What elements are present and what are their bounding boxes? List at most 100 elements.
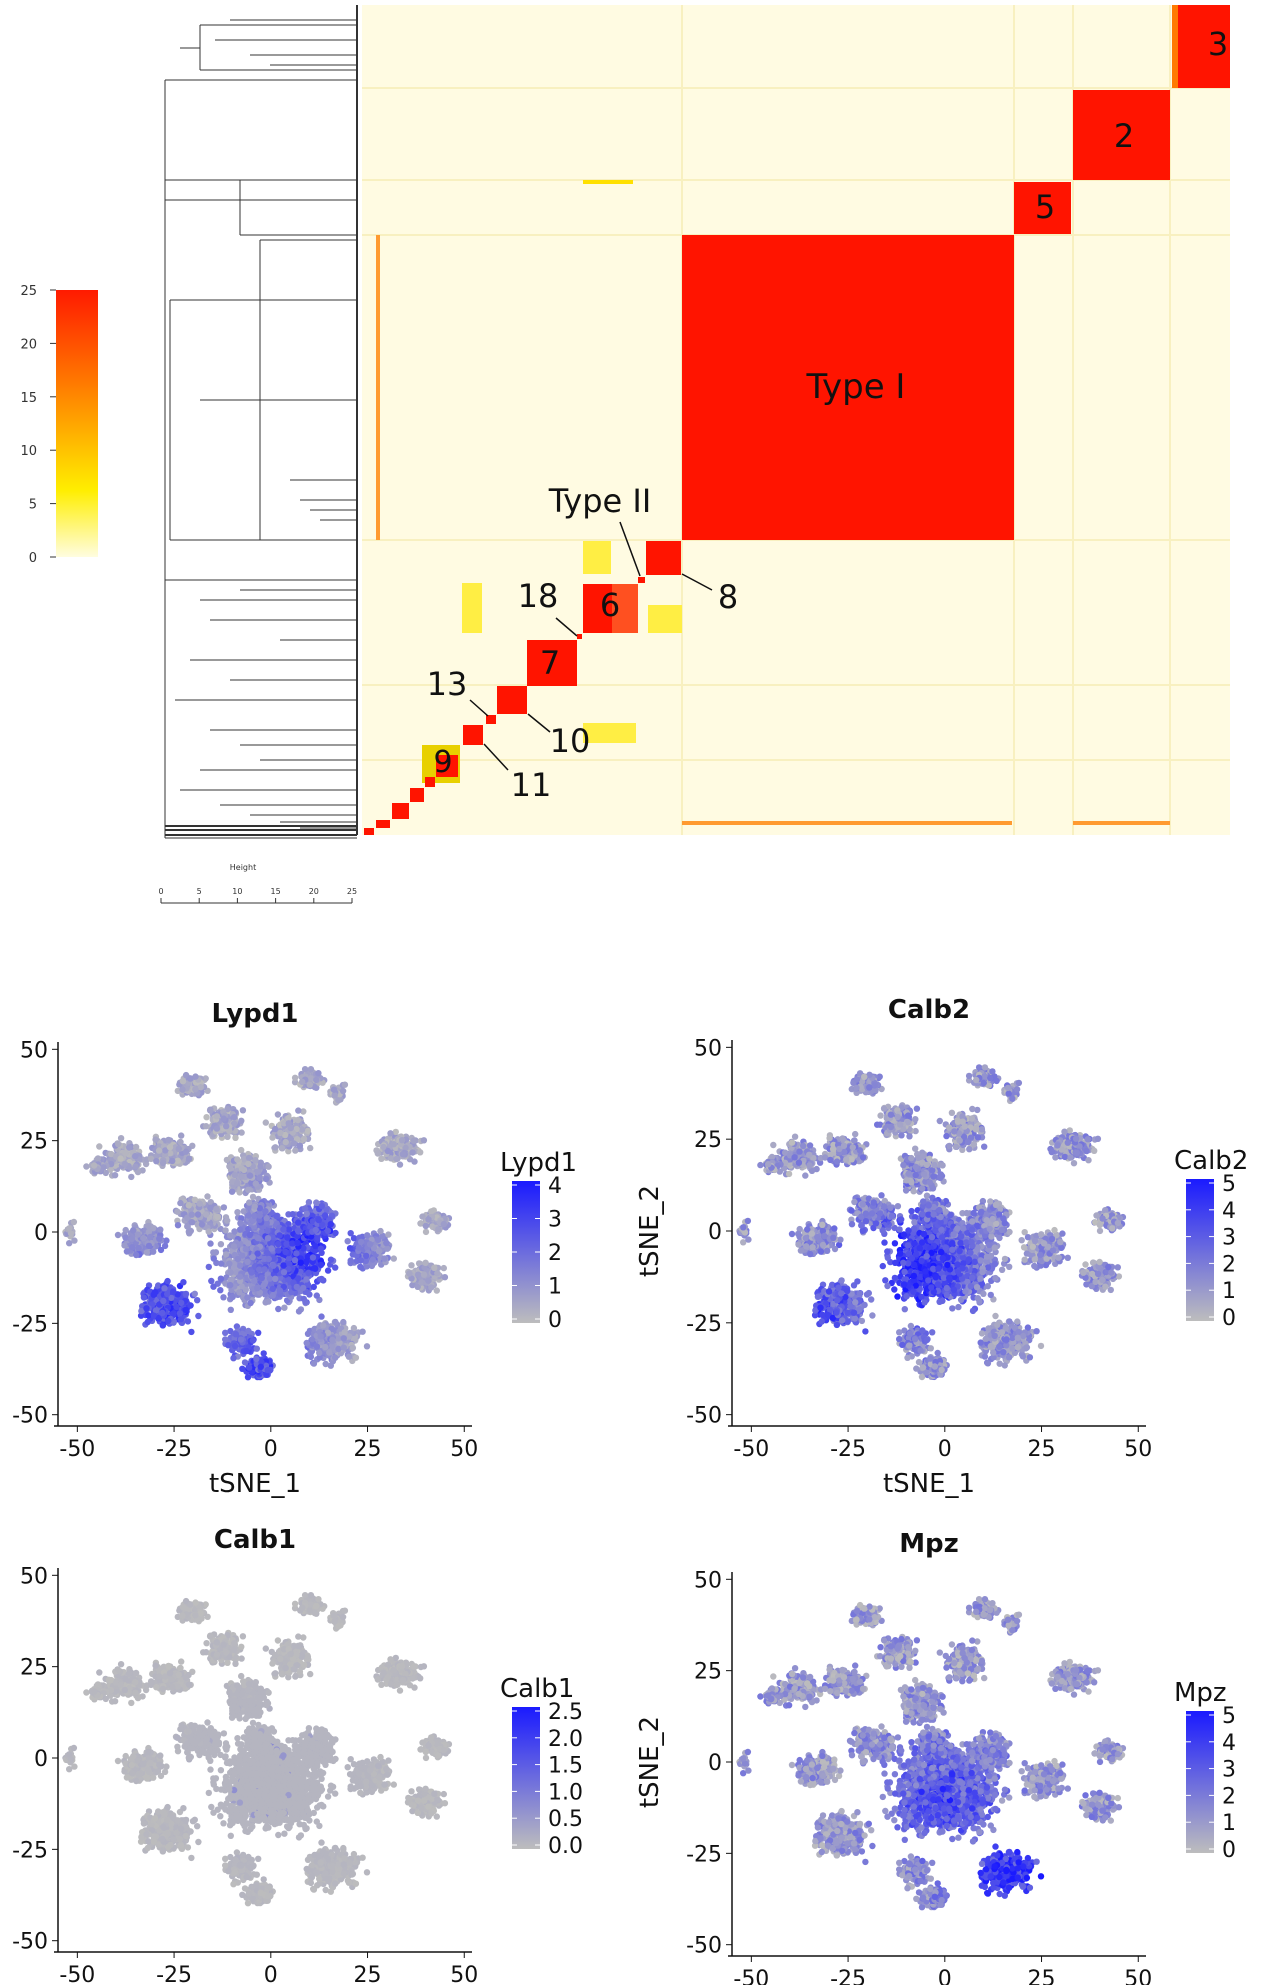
scatter-point	[188, 1329, 194, 1335]
colorbar-tick-label: 15	[20, 391, 37, 406]
scatter-point	[211, 1255, 217, 1261]
scatter-point	[305, 1128, 311, 1134]
scatter-point	[275, 1241, 281, 1247]
scatter-point	[441, 1221, 447, 1227]
scatter-point	[263, 1176, 269, 1182]
scatter-point	[313, 1077, 319, 1083]
scatter-point	[129, 1244, 135, 1250]
scatter-point	[232, 1135, 238, 1141]
scatter-point	[269, 1134, 275, 1140]
scatter-point	[311, 1265, 317, 1271]
scatter-point	[247, 1300, 253, 1306]
scatter-point	[391, 1141, 397, 1147]
scatter-point	[239, 1252, 245, 1258]
height-axis-label: Height	[230, 863, 256, 872]
scatter-point	[345, 1238, 351, 1244]
scatter-point	[263, 1119, 269, 1125]
scatter-point	[411, 1138, 417, 1144]
scatter-point	[157, 1226, 163, 1232]
scatter-point	[305, 1270, 311, 1276]
scatter-point	[160, 1322, 166, 1328]
scatter-point	[178, 1132, 184, 1138]
scatter-point	[221, 1115, 227, 1121]
colorbar-tick-label: 25	[20, 284, 37, 299]
scatter-point	[406, 1270, 412, 1276]
scatter-point	[199, 1221, 205, 1227]
scatter-point	[295, 1227, 301, 1233]
scatter-point	[261, 1282, 267, 1288]
scatter-point	[248, 1269, 254, 1275]
tsne-panel-lypd1: Lypd1-50 -25 0 25 5050250-25-50tSNE_1Lypd143…	[12, 999, 577, 1499]
scatter-point	[218, 1241, 224, 1247]
scatter-point	[295, 1219, 301, 1225]
scatter-point	[292, 1257, 298, 1263]
scatter-point	[122, 1161, 128, 1167]
scatter-points	[62, 1066, 452, 1380]
label-3: 3	[1208, 25, 1228, 63]
block-18	[577, 634, 582, 639]
scatter-point	[187, 1075, 193, 1081]
scatter-point	[270, 1292, 276, 1298]
scatter-point	[380, 1144, 386, 1150]
scatter-point	[270, 1286, 276, 1292]
scatter-point	[364, 1232, 370, 1238]
scatter-point	[300, 1285, 306, 1291]
scatter-point	[152, 1289, 158, 1295]
scatter-point	[292, 1147, 298, 1153]
scatter-point	[332, 1092, 338, 1098]
scatter-point	[221, 1204, 227, 1210]
scatter-point	[293, 1250, 299, 1256]
scatter-point	[375, 1237, 381, 1243]
scatter-point	[341, 1335, 347, 1341]
scatter-point	[388, 1155, 394, 1161]
heatmap-orange-bottom	[682, 821, 1012, 825]
scatter-point	[346, 1354, 352, 1360]
height-axis: Height 0 5 10 15 20 25	[158, 863, 357, 903]
scatter-point	[244, 1259, 250, 1265]
scatter-point	[286, 1226, 292, 1232]
scatter-point	[356, 1244, 362, 1250]
scatter-point	[331, 1087, 337, 1093]
scatter-point	[250, 1254, 256, 1260]
scatter-point	[210, 1249, 216, 1255]
scatter-point	[112, 1172, 118, 1178]
scatter-point	[195, 1211, 201, 1217]
scatter-point	[316, 1350, 322, 1356]
scatter-point	[275, 1306, 281, 1312]
scatter-point	[207, 1240, 213, 1246]
colorbar-tick-label: 20	[20, 337, 37, 352]
scatter-point	[325, 1267, 331, 1273]
scatter-point	[175, 1158, 181, 1164]
scatter-point	[351, 1235, 357, 1241]
scatter-point	[174, 1209, 180, 1215]
scatter-point	[270, 1263, 276, 1269]
scatter-point	[246, 1155, 252, 1161]
scatter-point	[304, 1258, 310, 1264]
scatter-point	[232, 1172, 238, 1178]
colorbar-tick-label: 0	[29, 551, 37, 566]
scatter-point	[253, 1356, 259, 1362]
scatter-point	[133, 1144, 139, 1150]
label-9: 9	[433, 745, 452, 780]
scatter-point	[246, 1199, 252, 1205]
scatter-point	[400, 1151, 406, 1157]
scatter-point	[245, 1212, 251, 1218]
scatter-point	[146, 1243, 152, 1249]
label-10: 10	[550, 722, 591, 760]
scatter-point	[299, 1126, 305, 1132]
scatter-point	[230, 1355, 236, 1361]
scatter-point	[223, 1123, 229, 1129]
scatter-point	[135, 1231, 141, 1237]
scatter-point	[265, 1298, 271, 1304]
scatter-point	[165, 1318, 171, 1324]
scatter-point	[378, 1156, 384, 1162]
scatter-point	[237, 1220, 243, 1226]
scatter-point	[332, 1264, 338, 1270]
block-small	[376, 820, 390, 828]
scatter-point	[239, 1173, 245, 1179]
heatmap-yellow-patch	[462, 583, 482, 633]
scatter-point	[254, 1285, 260, 1291]
scatter-point	[367, 1241, 373, 1247]
scatter-point	[318, 1245, 324, 1251]
